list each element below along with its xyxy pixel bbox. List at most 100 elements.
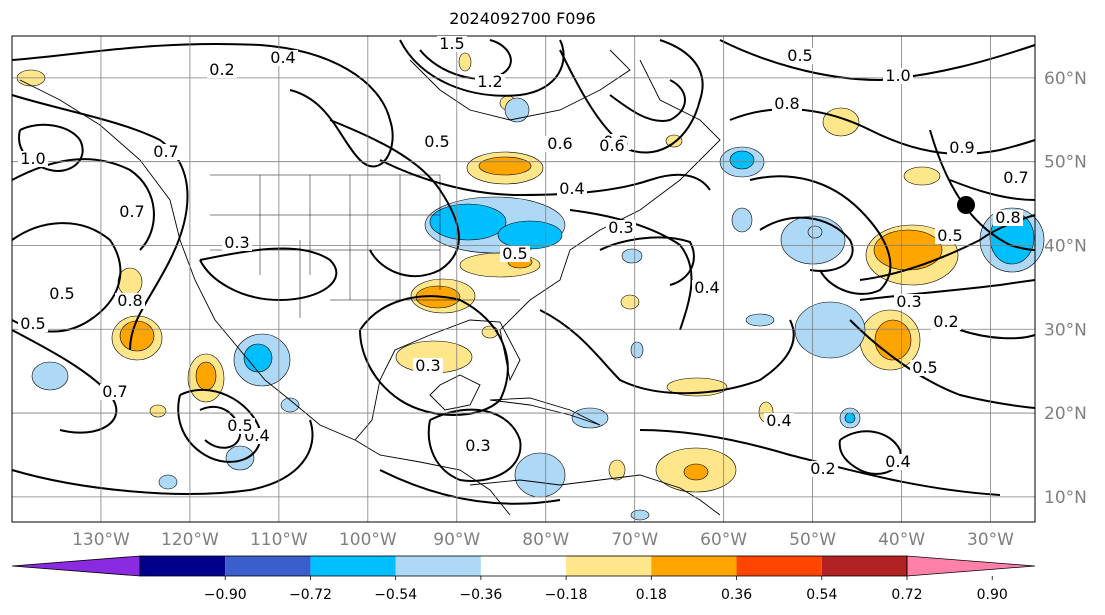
lat-tick-label: 30°N — [1044, 320, 1087, 340]
map-title: 2024092700 F096 — [449, 9, 596, 28]
coastlines — [19, 49, 721, 516]
colorbar-tick-label: 0.54 — [806, 587, 837, 603]
contour-label-bg — [268, 50, 298, 66]
colorbar-extend-low — [11, 555, 141, 577]
colorbar-segment — [310, 556, 396, 576]
contour — [559, 39, 704, 154]
coastline-west — [19, 79, 511, 516]
contour — [199, 405, 242, 449]
colorbar-tick-label: 0.18 — [636, 587, 667, 603]
contour-label: 0.6 — [547, 134, 572, 153]
colorbar-segment — [140, 556, 226, 576]
contour-label-bg — [207, 62, 237, 78]
lon-tick-label: 50°W — [789, 530, 836, 550]
anomaly-blob — [149, 404, 167, 418]
contour — [11, 222, 122, 333]
graticule — [12, 36, 1035, 522]
colorbar-tick-label: −0.72 — [289, 587, 332, 603]
anomaly-blob — [158, 474, 178, 490]
contour — [359, 295, 509, 416]
lon-tick-label: 110°W — [250, 530, 308, 550]
contour-label-bg — [894, 294, 924, 310]
anomaly-blob — [731, 207, 753, 233]
colorbar-extend-high — [906, 555, 1036, 577]
lon-tick-label: 40°W — [878, 530, 925, 550]
contour-labels: 0.20.41.21.50.51.00.80.60.30.70.70.80.50… — [18, 34, 1031, 478]
contour-label: 0.5 — [787, 46, 812, 65]
colorbar-tick-label: −0.90 — [204, 587, 247, 603]
colorbar-tick-label: 0.36 — [721, 587, 752, 603]
contour-label-bg — [18, 151, 48, 167]
contour-label-bg — [883, 68, 913, 84]
contour-label: 0.3 — [608, 218, 633, 237]
anomaly-core — [195, 361, 217, 391]
contour-label: 0.5 — [20, 314, 45, 333]
colorbar-tick-label: −0.18 — [545, 587, 588, 603]
anomaly-blob — [481, 325, 499, 339]
contour — [569, 209, 693, 331]
contour — [399, 39, 565, 97]
anomaly-blob — [280, 397, 300, 413]
lon-tick-label: 70°W — [611, 530, 658, 550]
contour — [609, 79, 686, 122]
contour-label: 0.3 — [224, 233, 249, 252]
contour-label-bg — [422, 134, 452, 150]
contour-label-bg — [606, 220, 636, 236]
contour-label: 0.4 — [270, 48, 295, 67]
anomaly-blob — [620, 294, 640, 310]
contour-label-bg — [117, 204, 147, 220]
state-lines — [210, 174, 520, 318]
contour-label: 0.5 — [502, 244, 527, 263]
contour-label-bg — [463, 438, 493, 454]
contour-label-bg — [935, 228, 965, 244]
anomaly-blob — [807, 225, 823, 239]
contour-label-bg — [808, 461, 838, 477]
contour-label-bg — [475, 74, 505, 90]
contour — [427, 408, 522, 482]
contour-label-bg — [947, 140, 977, 156]
lat-tick-label: 60°N — [1044, 69, 1087, 89]
contour-label: 0.8 — [774, 94, 799, 113]
lat-tick-label: 50°N — [1044, 153, 1087, 173]
lon-tick-label: 120°W — [161, 530, 219, 550]
contour-label: 0.3 — [415, 356, 440, 375]
contour-label: 0.5 — [912, 358, 937, 377]
contour — [11, 419, 314, 495]
location-marker — [957, 196, 975, 214]
contour — [959, 329, 1036, 340]
anomaly-fills — [16, 52, 1045, 521]
contour — [719, 39, 1036, 82]
anomaly-core — [243, 343, 273, 373]
anomaly-core — [683, 463, 709, 481]
contour-label: 1.0 — [885, 66, 910, 85]
lat-tick-label: 10°N — [1044, 488, 1087, 508]
anomaly-blob — [31, 361, 69, 391]
contour-label-bg — [545, 136, 575, 152]
anomaly-core — [844, 412, 856, 424]
colorbar-segment — [225, 556, 311, 576]
contour — [929, 129, 1036, 251]
contour-label-bg — [772, 96, 802, 112]
contour — [379, 469, 561, 505]
anomaly-core — [874, 319, 912, 361]
contour-label-bg — [692, 280, 722, 296]
map-frame — [11, 35, 1036, 523]
contour-label: 0.4 — [766, 411, 791, 430]
anomaly-blob — [608, 459, 626, 481]
anomaly-blob — [621, 248, 643, 264]
anomaly-blob — [630, 341, 644, 359]
anomaly-core — [729, 150, 755, 170]
contour-label: 0.3 — [896, 292, 921, 311]
contour — [849, 319, 1036, 409]
coastline-gulf — [354, 59, 721, 441]
anomaly-core — [119, 320, 155, 352]
contour-label: 0.7 — [119, 202, 144, 221]
contour-label: 0.4 — [559, 179, 584, 198]
contour — [599, 236, 695, 286]
colorbar: −0.90 −0.72 −0.54 −0.36 −0.18 0.18 0.36 0.54 0.7… — [11, 555, 1036, 603]
contour-label: 0.2 — [810, 459, 835, 478]
contour-label-bg — [18, 316, 48, 332]
anomaly-blob — [794, 301, 866, 359]
contour-label-bg — [785, 48, 815, 64]
contour-label: 0.2 — [209, 60, 234, 79]
